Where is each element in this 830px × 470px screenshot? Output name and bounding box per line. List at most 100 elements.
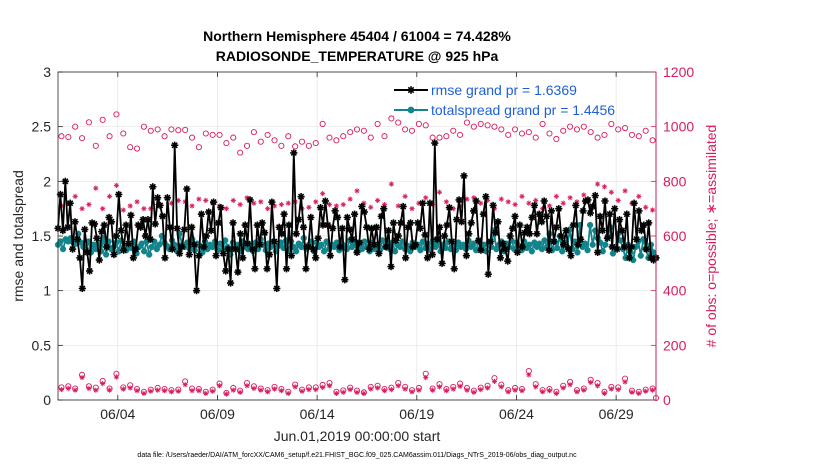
rmse-point-stroke	[375, 250, 382, 257]
rmse-point	[234, 268, 242, 276]
rmse-point-stroke	[256, 241, 263, 248]
obs-assimilated-point	[93, 387, 99, 393]
rmse-series	[54, 139, 660, 295]
obs-assimilated-point	[306, 204, 312, 210]
rmse-point-stroke	[635, 207, 643, 214]
rmse-point	[601, 197, 609, 205]
obs-assimilated-point	[622, 379, 628, 385]
obs-assimilated-point	[58, 387, 65, 393]
obs-assimilated-point	[402, 386, 408, 392]
rmse-point-stroke	[220, 250, 227, 257]
obs-possible-point	[99, 116, 106, 123]
right-y-tick-label: 600	[663, 228, 687, 244]
rmse-point-stroke	[200, 243, 207, 251]
obs-assimilated-point	[340, 389, 346, 395]
x-tick-label: 06/09	[200, 406, 235, 422]
rmse-point-stroke	[174, 225, 181, 232]
obs-assimilated-point-stroke	[622, 188, 628, 194]
rmse-point-stroke	[543, 213, 550, 220]
rmse-point-stroke	[400, 203, 407, 210]
obs-assimilated-point	[278, 201, 284, 208]
totalspread-point	[146, 251, 153, 258]
rmse-point	[326, 252, 334, 260]
rmse-point-stroke	[249, 246, 256, 253]
rmse-point	[98, 228, 106, 236]
rmse-point-stroke	[71, 218, 79, 225]
rmse-point	[312, 254, 320, 262]
rmse-point	[419, 199, 427, 207]
rmse-point-stroke	[229, 219, 237, 226]
obs-assimilated-point-stroke	[471, 390, 477, 395]
rmse-point-stroke	[560, 241, 567, 248]
obs-assimilated-point-stroke	[444, 388, 449, 393]
obs-assimilated-point	[134, 199, 140, 205]
rmse-point-stroke	[203, 232, 210, 240]
obs-assimilated-point-stroke	[561, 201, 566, 206]
obs-assimilated-point	[313, 199, 319, 205]
rmse-point	[231, 245, 240, 253]
rmse-point	[560, 241, 568, 249]
rmse-point	[316, 203, 325, 212]
obs-possible-point	[168, 126, 175, 133]
obs-assimilated-point-stroke	[237, 390, 243, 395]
rmse-point	[168, 245, 176, 253]
obs-assimilated-point-stroke	[73, 388, 78, 393]
rmse-point	[341, 276, 349, 284]
rmse-point	[538, 218, 546, 226]
obs-assimilated-point-stroke	[402, 386, 408, 392]
rmse-point	[292, 230, 300, 238]
obs-assimilated-point	[292, 384, 298, 390]
right-y-tick-label: 1200	[663, 64, 694, 80]
rmse-point	[399, 202, 407, 211]
obs-assimilated-point-stroke	[244, 383, 250, 388]
y-tick-label: 0	[43, 392, 51, 408]
obs-assimilated-point	[72, 193, 78, 199]
obs-assimilated-point	[368, 386, 374, 392]
obs-assimilated-point-stroke	[519, 388, 525, 393]
x-tick-label: 06/04	[100, 406, 135, 422]
rmse-point	[226, 279, 235, 287]
rmse-point-stroke	[310, 246, 317, 253]
obs-possible-point	[594, 134, 601, 141]
rmse-point-stroke	[592, 192, 599, 199]
rmse-point-stroke	[601, 197, 609, 205]
totalspread-point	[293, 248, 300, 255]
obs-assimilated-point	[567, 382, 573, 388]
obs-assimilated-point	[258, 199, 264, 205]
rmse-point-stroke	[511, 213, 519, 220]
rmse-point-stroke	[443, 221, 451, 229]
rmse-point	[141, 232, 150, 240]
obs-assimilated-point-stroke	[79, 206, 85, 211]
rmse-point-stroke	[604, 235, 611, 242]
rmse-point	[261, 229, 269, 237]
rmse-point-stroke	[225, 246, 232, 253]
obs-possible-point	[615, 126, 622, 133]
obs-assimilated-point-stroke	[478, 201, 483, 206]
rmse-point	[543, 212, 551, 220]
rmse-point-stroke	[302, 265, 310, 272]
rmse-point-stroke	[166, 224, 173, 231]
rmse-point	[448, 237, 456, 246]
obs-assimilated-point-stroke	[292, 384, 298, 390]
rmse-point	[163, 194, 171, 202]
rmse-point	[472, 197, 480, 205]
rmse-point-stroke	[319, 221, 327, 229]
rmse-point	[504, 257, 512, 265]
rmse-point	[117, 226, 125, 235]
chart-subtitle: RADIOSONDE_TEMPERATURE @ 925 hPa	[216, 48, 499, 64]
obs-assimilated-point	[574, 389, 580, 395]
rmse-point	[385, 226, 393, 235]
obs-assimilated-point-stroke	[121, 207, 126, 213]
totalspread-point	[209, 243, 216, 251]
rmse-point-stroke	[227, 279, 234, 287]
obs-possible-point	[443, 133, 450, 140]
rmse-point-stroke	[487, 238, 494, 245]
rmse-point-stroke	[623, 211, 630, 218]
obs-possible-point	[120, 130, 127, 137]
rmse-point	[496, 254, 505, 262]
rmse-point-stroke	[57, 191, 64, 198]
rmse-point-stroke	[480, 211, 487, 218]
obs-assimilated-point-stroke	[416, 388, 422, 393]
obs-assimilated-point	[615, 197, 621, 204]
rmse-point	[460, 172, 468, 180]
